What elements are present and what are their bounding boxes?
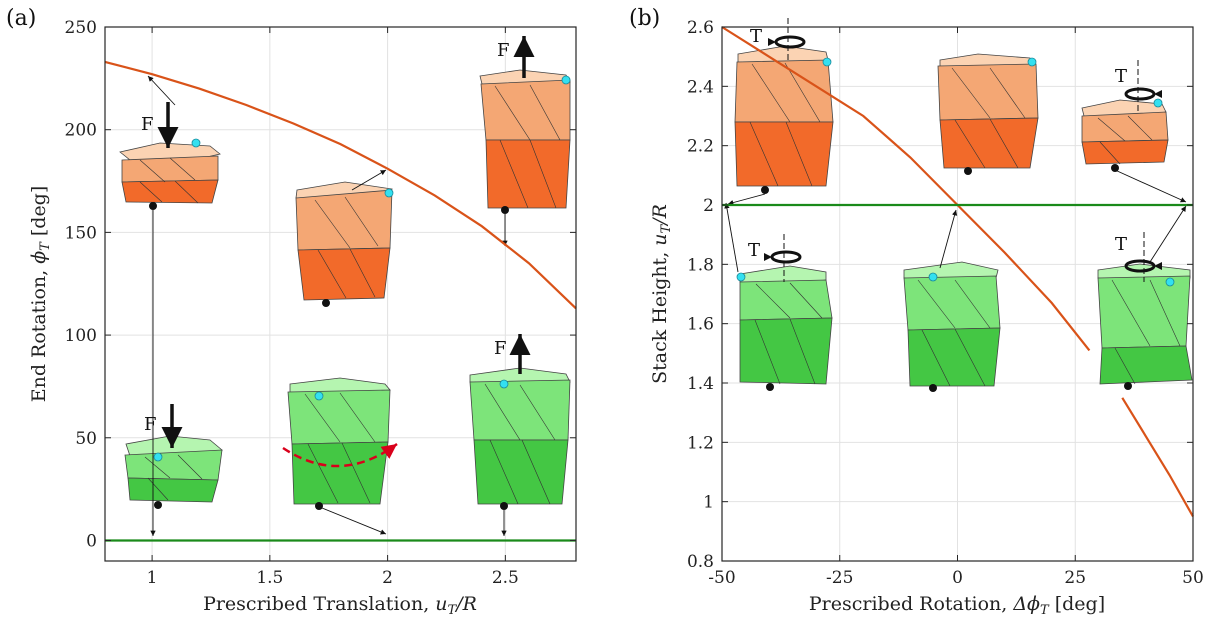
torque-label: T xyxy=(1115,66,1127,87)
y-tick-label: 0.8 xyxy=(687,552,714,572)
force-label: F xyxy=(494,338,507,359)
y-tick-label: 1 xyxy=(703,493,714,513)
series-line-b-1 xyxy=(1121,397,1194,518)
torque-symbol xyxy=(1124,232,1162,282)
series-a xyxy=(104,60,577,542)
x-tick-label: 1.5 xyxy=(256,568,283,588)
y-tick-label: 0 xyxy=(86,531,97,551)
origami-orange-left xyxy=(734,45,834,194)
force-label: F xyxy=(497,40,510,61)
y-tick-label: 2.6 xyxy=(687,18,714,38)
x-tick-label: 2.5 xyxy=(492,568,519,588)
origami-orange-mid-b xyxy=(937,53,1039,175)
panel-b: T T T T -50 -25 0 25 50 0.8 1 1.2 1.4 1.6 1.8 2 2.2 2… xyxy=(629,6,1204,618)
y-axis-label-a: End Rotation, ϕT [deg] xyxy=(28,186,53,403)
torque-label: T xyxy=(1115,234,1127,255)
origami-orange-compressed xyxy=(119,138,221,210)
x-tick-label: 0 xyxy=(952,568,963,588)
y-tick-label: 250 xyxy=(65,18,97,38)
series-line-b-0 xyxy=(721,26,1091,352)
torque-symbol xyxy=(768,18,806,62)
y-tick-label: 1.8 xyxy=(687,255,714,275)
y-tick-label: 100 xyxy=(65,326,97,346)
x-tick-label: -50 xyxy=(708,568,735,588)
x-tick-label: -25 xyxy=(826,568,853,588)
x-tick-label: 2 xyxy=(382,568,393,588)
y-tick-label: 200 xyxy=(65,121,97,141)
y-tick-label: 50 xyxy=(75,429,97,449)
x-tick-label: 1 xyxy=(147,568,158,588)
torque-label: T xyxy=(750,26,762,47)
origami-orange-mid xyxy=(295,181,394,307)
origami-orange-extended xyxy=(479,69,571,214)
origami-illustrations-a: F F F F xyxy=(119,36,571,536)
y-tick-label: 1.6 xyxy=(687,315,714,335)
panel-label-b: (b) xyxy=(629,6,660,31)
y-tick-label: 2.4 xyxy=(687,77,714,97)
torque-symbol xyxy=(1124,60,1162,112)
force-label: F xyxy=(141,114,154,135)
x-axis-label-b: Prescribed Rotation, ΔϕT [deg] xyxy=(809,593,1105,618)
x-axis-label-a: Prescribed Translation, uT/R xyxy=(203,593,477,618)
panel-a: F F F F 1 1.5 2 2.5 0 50 100 150 200 250 (a) Pres… xyxy=(6,6,577,618)
origami-green-left xyxy=(736,265,833,391)
y-axis-label-b: Stack Height, uT/R xyxy=(649,204,674,384)
axes-frame-a xyxy=(104,26,577,562)
origami-green-compressed xyxy=(124,435,223,509)
x-tick-label: 25 xyxy=(1064,568,1086,588)
ticks-a: 1 1.5 2 2.5 0 50 100 150 200 250 xyxy=(65,18,576,588)
origami-orange-right xyxy=(1081,98,1169,172)
torque-symbol xyxy=(764,234,802,282)
series-line-a-0 xyxy=(104,60,577,310)
y-tick-label: 1.4 xyxy=(687,374,714,394)
y-tick-label: 2 xyxy=(703,196,714,216)
origami-green-right xyxy=(1097,263,1193,390)
ticks-b: -50 -25 0 25 50 0.8 1 1.2 1.4 1.6 1.8 2 2.2 2.4 2.6 xyxy=(687,18,1204,588)
torque-label: T xyxy=(748,240,760,261)
origami-green-mid xyxy=(282,377,398,510)
origami-green-mid-b xyxy=(903,261,1001,392)
y-tick-label: 2.2 xyxy=(687,137,714,157)
force-label: F xyxy=(144,414,157,435)
x-tick-label: 50 xyxy=(1182,568,1204,588)
panel-label-a: (a) xyxy=(6,6,36,31)
origami-green-extended xyxy=(469,367,571,510)
series-b xyxy=(721,26,1194,518)
y-tick-label: 150 xyxy=(65,223,97,243)
y-tick-label: 1.2 xyxy=(687,433,714,453)
